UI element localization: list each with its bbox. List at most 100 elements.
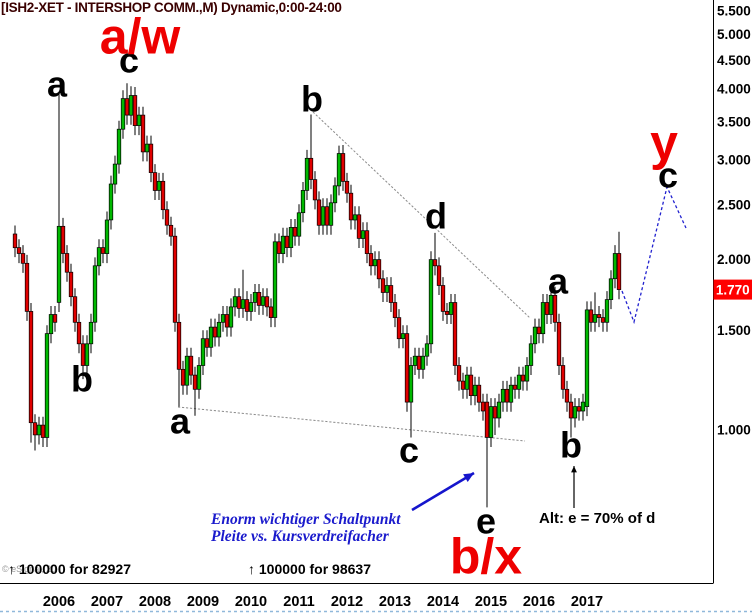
year-label: 2013 bbox=[379, 594, 411, 610]
candle-body bbox=[292, 227, 298, 237]
arrow-head bbox=[571, 466, 577, 473]
candle-body bbox=[384, 285, 390, 293]
candle-body bbox=[392, 302, 398, 318]
candle-body bbox=[424, 343, 430, 357]
candle-body bbox=[320, 206, 326, 226]
candle-body bbox=[252, 292, 258, 303]
candle-body bbox=[576, 406, 582, 412]
candle-body bbox=[404, 333, 410, 403]
candle-body bbox=[172, 235, 178, 323]
wave-label-y: y bbox=[650, 115, 678, 171]
candle-body bbox=[96, 247, 102, 267]
candle-body bbox=[108, 183, 114, 221]
candle-body bbox=[348, 192, 354, 221]
candle-body bbox=[60, 225, 66, 254]
price-tick-label: 1.500 bbox=[717, 323, 751, 338]
candle-body bbox=[156, 180, 162, 191]
candle-body bbox=[572, 406, 578, 419]
candle-body bbox=[416, 355, 422, 370]
candle-body bbox=[428, 259, 434, 345]
candle-body bbox=[264, 296, 270, 308]
candle-body bbox=[68, 271, 74, 298]
candle-body bbox=[512, 384, 518, 390]
candle-body bbox=[304, 157, 310, 191]
candle-body bbox=[184, 355, 190, 386]
candle-body bbox=[284, 235, 290, 248]
candle-body bbox=[560, 365, 566, 390]
candle-body bbox=[436, 265, 442, 286]
current-price-value: 1.770 bbox=[716, 282, 750, 297]
candle-body bbox=[344, 180, 350, 194]
candle-body bbox=[520, 374, 526, 382]
candle-body bbox=[536, 326, 542, 335]
price-tick-label: 1.000 bbox=[717, 423, 751, 438]
candle-body bbox=[544, 302, 550, 315]
candle-body bbox=[36, 424, 42, 436]
candle-body bbox=[300, 190, 306, 214]
candle-body bbox=[280, 235, 286, 254]
candle-body bbox=[592, 314, 598, 323]
candle-body bbox=[432, 259, 438, 267]
candle-body bbox=[440, 285, 446, 312]
candle-body bbox=[540, 302, 546, 335]
candle-body bbox=[588, 309, 594, 323]
price-tick-label: 2.000 bbox=[717, 252, 751, 267]
candle-body bbox=[580, 401, 586, 412]
candle-body bbox=[356, 214, 362, 239]
candle-body bbox=[188, 355, 194, 376]
projection-zigzag bbox=[621, 185, 687, 325]
wave-label-d: d bbox=[425, 196, 447, 237]
annotation-arrow bbox=[411, 471, 475, 512]
candle-body bbox=[260, 296, 266, 306]
candle-body bbox=[400, 333, 406, 339]
price-tick-label: 3.500 bbox=[717, 115, 751, 130]
candle-body bbox=[140, 114, 146, 153]
candle-body bbox=[420, 355, 426, 370]
candle-body bbox=[488, 406, 494, 438]
candle-body bbox=[476, 384, 482, 403]
candle-body bbox=[316, 199, 322, 226]
candle-body bbox=[332, 185, 338, 204]
candle-body bbox=[248, 302, 254, 312]
candle-body bbox=[76, 321, 82, 345]
arrow-head bbox=[463, 473, 474, 482]
candle-body bbox=[224, 314, 230, 328]
candle-body bbox=[380, 278, 386, 293]
price-tick-label: 4.000 bbox=[717, 82, 751, 97]
candle-body bbox=[200, 338, 206, 366]
candle-body bbox=[236, 296, 242, 309]
wave-label-e: e bbox=[476, 501, 496, 542]
candle-body bbox=[372, 259, 378, 267]
candle-body bbox=[52, 314, 58, 323]
year-label: 2011 bbox=[283, 594, 314, 610]
candle-body bbox=[176, 321, 182, 370]
blue-note-line2: Pleite vs. Kursverdreifacher bbox=[211, 528, 389, 545]
candle-body bbox=[524, 365, 530, 382]
candle-body bbox=[568, 401, 574, 419]
candle-body bbox=[448, 302, 454, 315]
candle-body bbox=[244, 299, 250, 312]
year-label: 2009 bbox=[187, 594, 219, 610]
candle-body bbox=[508, 384, 514, 403]
candle-body bbox=[128, 95, 134, 116]
candle-body bbox=[64, 253, 70, 273]
wave-label-a: a bbox=[548, 261, 569, 302]
price-tick-label: 5.000 bbox=[717, 27, 751, 42]
candle-body bbox=[124, 98, 130, 116]
year-label: 2010 bbox=[235, 594, 267, 610]
candle-body bbox=[100, 247, 106, 254]
candle-body bbox=[116, 128, 122, 165]
candle-body bbox=[16, 247, 22, 254]
candle-body bbox=[452, 302, 458, 366]
trendline bbox=[312, 111, 531, 319]
candle-body bbox=[112, 163, 118, 185]
candle-body bbox=[84, 343, 90, 366]
year-label: 2007 bbox=[91, 594, 123, 610]
candle-body bbox=[164, 209, 170, 226]
candle-body bbox=[216, 321, 222, 338]
wave-label-c: c bbox=[119, 40, 139, 81]
candle-body bbox=[228, 306, 234, 328]
wave-label-c: c bbox=[399, 430, 419, 471]
candle-body bbox=[136, 114, 142, 126]
